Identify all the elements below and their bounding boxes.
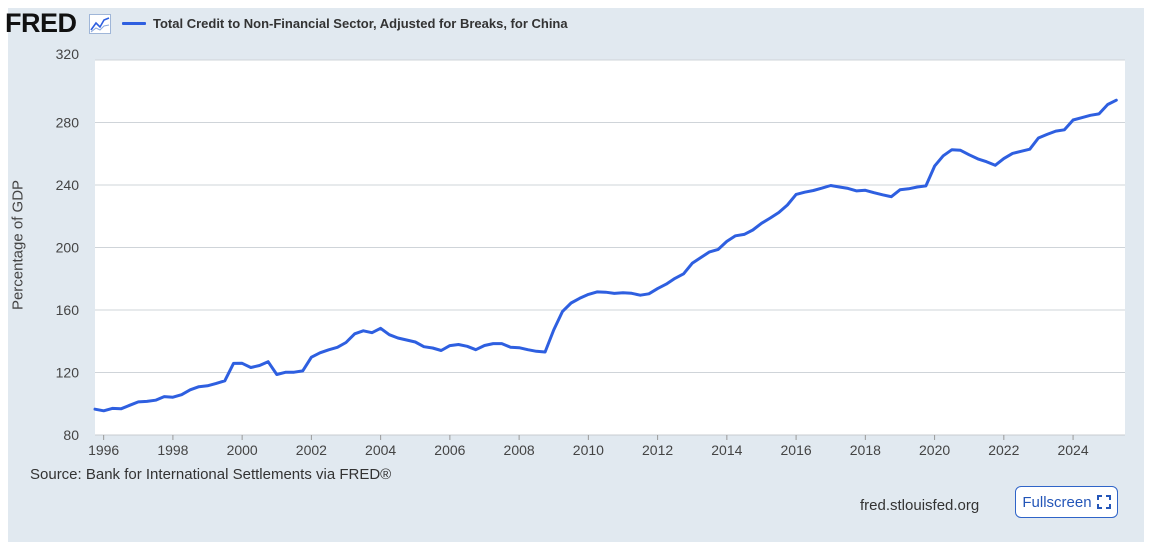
x-tick-label: 2008: [504, 442, 535, 458]
legend: Total Credit to Non-Financial Sector, Ad…: [122, 14, 568, 32]
y-tick-label: 200: [56, 240, 80, 256]
x-tick-label: 2014: [711, 442, 742, 458]
y-tick-label: 160: [56, 302, 80, 318]
y-tick-label: 120: [56, 365, 80, 381]
x-tick-label: 2024: [1057, 442, 1088, 458]
x-tick-label: 2006: [434, 442, 465, 458]
y-tick-label: 80: [63, 427, 79, 443]
x-tick-label: 2000: [227, 442, 258, 458]
x-tick-label: 1998: [157, 442, 188, 458]
x-tick-label: 2012: [642, 442, 673, 458]
x-tick-label: 2018: [850, 442, 881, 458]
fullscreen-label: Fullscreen: [1022, 493, 1092, 511]
y-axis-label: Percentage of GDP: [9, 179, 27, 311]
fred-logo[interactable]: FRED: [5, 8, 77, 38]
y-tick-label: 280: [56, 115, 80, 131]
expand-icon: [1096, 495, 1111, 509]
x-tick-label: 2002: [296, 442, 327, 458]
x-tick-label: 1996: [88, 442, 119, 458]
x-tick-label: 2020: [919, 442, 950, 458]
x-tick-label: 2004: [365, 442, 396, 458]
y-tick-label: 320: [56, 46, 80, 62]
series-line: [93, 98, 1118, 413]
y-tick-label: 240: [56, 177, 80, 193]
legend-label: Total Credit to Non-Financial Sector, Ad…: [153, 15, 568, 31]
x-tick-label: 2010: [573, 442, 604, 458]
source-note: Source: Bank for International Settlemen…: [30, 466, 392, 483]
legend-swatch: [122, 21, 146, 25]
fullscreen-button[interactable]: Fullscreen: [1015, 486, 1118, 518]
x-tick-label: 2022: [988, 442, 1019, 458]
site-url[interactable]: fred.stlouisfed.org: [860, 497, 980, 514]
chart-line-icon: [89, 14, 111, 34]
x-tick-label: 2016: [781, 442, 812, 458]
